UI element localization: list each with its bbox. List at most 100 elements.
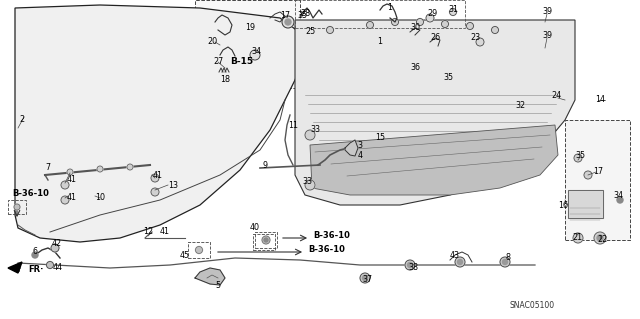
Text: 35: 35 (575, 151, 585, 160)
Circle shape (500, 257, 510, 267)
PathPatch shape (295, 20, 575, 205)
Text: 13: 13 (168, 181, 178, 189)
Text: 34: 34 (251, 48, 261, 56)
Text: 15: 15 (375, 133, 385, 143)
Circle shape (195, 247, 202, 254)
Text: B-36-10: B-36-10 (12, 189, 49, 197)
Text: B-36-10: B-36-10 (308, 246, 345, 255)
Text: 29: 29 (427, 10, 437, 19)
Circle shape (367, 21, 374, 28)
FancyBboxPatch shape (565, 120, 630, 240)
Text: 5: 5 (216, 280, 221, 290)
Text: 32: 32 (515, 100, 525, 109)
Circle shape (594, 232, 606, 244)
Circle shape (97, 166, 103, 172)
Text: 41: 41 (160, 227, 170, 236)
Text: 12: 12 (143, 227, 153, 236)
Polygon shape (8, 262, 22, 273)
Text: 34: 34 (613, 190, 623, 199)
Circle shape (285, 19, 291, 25)
Circle shape (455, 257, 465, 267)
Text: 37: 37 (362, 276, 372, 285)
Text: 1: 1 (378, 38, 383, 47)
Circle shape (574, 154, 582, 162)
Circle shape (61, 196, 69, 204)
Text: 3: 3 (358, 140, 362, 150)
Circle shape (362, 276, 367, 280)
Text: 18: 18 (220, 76, 230, 85)
Text: 30: 30 (410, 24, 420, 33)
Circle shape (597, 235, 603, 241)
Text: 39: 39 (542, 32, 552, 41)
Text: 35: 35 (443, 73, 453, 83)
PathPatch shape (15, 5, 310, 242)
PathPatch shape (310, 125, 558, 195)
Circle shape (127, 164, 133, 170)
Text: B-36-10: B-36-10 (313, 231, 350, 240)
Polygon shape (195, 268, 225, 285)
Circle shape (392, 19, 399, 26)
Text: 10: 10 (95, 192, 105, 202)
Text: B-15: B-15 (230, 57, 253, 66)
Circle shape (67, 169, 73, 175)
Bar (568, 190, 603, 218)
Circle shape (442, 20, 449, 27)
Circle shape (408, 263, 413, 268)
Text: 9: 9 (262, 160, 268, 169)
Text: 41: 41 (67, 175, 77, 184)
Circle shape (426, 14, 434, 22)
Circle shape (449, 9, 456, 16)
Polygon shape (345, 140, 358, 156)
Text: 20: 20 (207, 38, 217, 47)
Text: 24: 24 (551, 91, 561, 100)
Circle shape (467, 23, 474, 29)
Text: 8: 8 (506, 254, 511, 263)
Text: 19: 19 (245, 24, 255, 33)
Circle shape (282, 16, 294, 28)
Text: 17: 17 (280, 11, 290, 20)
Text: 4: 4 (358, 151, 362, 160)
FancyBboxPatch shape (195, 0, 300, 88)
Text: 21: 21 (572, 233, 582, 241)
Circle shape (264, 238, 268, 242)
Text: FR·: FR· (28, 265, 44, 275)
Text: 7: 7 (45, 164, 51, 173)
Text: 27: 27 (213, 57, 223, 66)
Circle shape (617, 197, 623, 203)
Text: 33: 33 (302, 177, 312, 187)
Circle shape (502, 259, 508, 264)
Text: 31: 31 (448, 5, 458, 14)
Text: 41: 41 (67, 192, 77, 202)
Text: 14: 14 (595, 95, 605, 105)
Text: 35: 35 (297, 11, 307, 20)
Circle shape (492, 26, 499, 33)
Circle shape (61, 181, 69, 189)
Text: 2: 2 (19, 115, 24, 124)
Circle shape (584, 171, 592, 179)
Text: 25: 25 (305, 27, 315, 36)
Text: 41: 41 (153, 170, 163, 180)
Text: 40: 40 (250, 224, 260, 233)
Text: 17: 17 (593, 167, 603, 176)
Circle shape (573, 233, 583, 243)
Text: 45: 45 (180, 251, 190, 261)
Circle shape (51, 244, 59, 252)
Text: 33: 33 (310, 125, 320, 135)
Text: SNAC05100: SNAC05100 (510, 301, 555, 310)
Circle shape (360, 273, 370, 283)
Text: 26: 26 (430, 33, 440, 42)
Circle shape (262, 236, 270, 244)
Circle shape (47, 262, 54, 269)
Circle shape (151, 188, 159, 196)
Circle shape (305, 130, 315, 140)
Circle shape (305, 180, 315, 190)
Text: 44: 44 (53, 263, 63, 272)
Circle shape (32, 252, 38, 258)
Circle shape (326, 26, 333, 33)
Text: 36: 36 (410, 63, 420, 72)
Text: 23: 23 (470, 33, 480, 42)
Text: 39: 39 (542, 8, 552, 17)
Text: 22: 22 (597, 235, 607, 244)
Text: 11: 11 (288, 121, 298, 130)
Text: 6: 6 (33, 248, 38, 256)
